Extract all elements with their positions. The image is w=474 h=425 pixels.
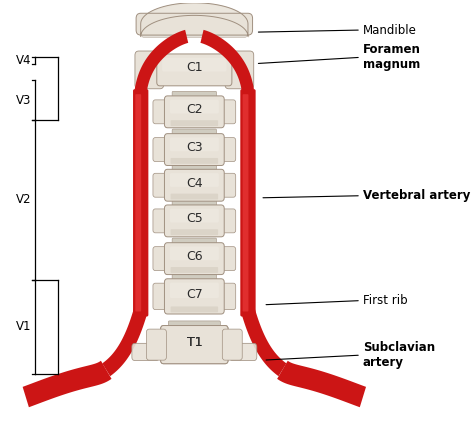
- FancyBboxPatch shape: [219, 138, 236, 162]
- FancyBboxPatch shape: [172, 274, 217, 283]
- FancyBboxPatch shape: [164, 133, 224, 165]
- FancyBboxPatch shape: [146, 329, 166, 360]
- PathPatch shape: [241, 308, 286, 376]
- FancyBboxPatch shape: [171, 158, 218, 164]
- PathPatch shape: [135, 30, 188, 92]
- FancyBboxPatch shape: [153, 100, 170, 124]
- FancyBboxPatch shape: [243, 94, 248, 312]
- Text: Mandible: Mandible: [363, 23, 417, 37]
- FancyBboxPatch shape: [170, 283, 219, 298]
- Text: C1: C1: [186, 61, 203, 74]
- FancyBboxPatch shape: [153, 283, 170, 309]
- Text: Subclavian
artery: Subclavian artery: [363, 341, 435, 369]
- FancyBboxPatch shape: [172, 164, 217, 173]
- FancyBboxPatch shape: [135, 51, 164, 89]
- Text: V4: V4: [16, 54, 32, 67]
- FancyBboxPatch shape: [171, 229, 218, 235]
- Text: T1: T1: [187, 336, 202, 349]
- FancyBboxPatch shape: [240, 89, 255, 317]
- FancyBboxPatch shape: [164, 205, 224, 237]
- FancyBboxPatch shape: [172, 91, 217, 100]
- FancyBboxPatch shape: [164, 169, 224, 201]
- FancyBboxPatch shape: [229, 343, 257, 360]
- FancyBboxPatch shape: [223, 330, 239, 359]
- FancyBboxPatch shape: [172, 200, 217, 209]
- FancyBboxPatch shape: [164, 279, 224, 314]
- Text: V1: V1: [16, 320, 32, 333]
- FancyBboxPatch shape: [132, 343, 159, 360]
- FancyBboxPatch shape: [162, 58, 227, 71]
- FancyBboxPatch shape: [170, 209, 219, 223]
- FancyBboxPatch shape: [170, 173, 219, 187]
- Text: C2: C2: [186, 103, 203, 116]
- FancyBboxPatch shape: [167, 356, 222, 362]
- FancyBboxPatch shape: [164, 243, 224, 275]
- PathPatch shape: [102, 308, 147, 376]
- FancyBboxPatch shape: [171, 306, 218, 312]
- FancyBboxPatch shape: [171, 194, 218, 199]
- FancyBboxPatch shape: [222, 329, 242, 360]
- Text: Foramen
magnum: Foramen magnum: [363, 43, 421, 71]
- Text: V3: V3: [16, 94, 32, 107]
- FancyBboxPatch shape: [219, 283, 236, 309]
- FancyBboxPatch shape: [166, 329, 223, 346]
- Text: First rib: First rib: [363, 294, 408, 307]
- FancyBboxPatch shape: [136, 94, 141, 312]
- Text: C6: C6: [186, 250, 203, 263]
- FancyBboxPatch shape: [133, 89, 148, 317]
- FancyBboxPatch shape: [149, 330, 166, 359]
- FancyBboxPatch shape: [219, 246, 236, 271]
- PathPatch shape: [23, 361, 111, 407]
- Text: C5: C5: [186, 212, 203, 225]
- FancyBboxPatch shape: [170, 246, 219, 261]
- FancyBboxPatch shape: [168, 321, 220, 329]
- FancyBboxPatch shape: [164, 96, 224, 128]
- FancyBboxPatch shape: [172, 129, 217, 137]
- FancyBboxPatch shape: [141, 23, 247, 37]
- FancyBboxPatch shape: [153, 138, 170, 162]
- FancyBboxPatch shape: [219, 100, 236, 124]
- Text: C7: C7: [186, 288, 203, 301]
- FancyBboxPatch shape: [170, 137, 219, 151]
- Text: V2: V2: [16, 193, 32, 207]
- FancyBboxPatch shape: [157, 54, 232, 86]
- FancyBboxPatch shape: [171, 120, 218, 126]
- PathPatch shape: [201, 30, 254, 92]
- FancyBboxPatch shape: [161, 326, 228, 364]
- FancyBboxPatch shape: [153, 209, 170, 233]
- PathPatch shape: [277, 361, 366, 407]
- FancyBboxPatch shape: [172, 238, 217, 246]
- Text: C4: C4: [186, 177, 203, 190]
- FancyBboxPatch shape: [171, 267, 218, 273]
- Text: C3: C3: [186, 141, 203, 154]
- FancyBboxPatch shape: [161, 326, 228, 364]
- FancyBboxPatch shape: [225, 51, 254, 89]
- FancyBboxPatch shape: [219, 209, 236, 233]
- Text: Vertebral artery: Vertebral artery: [363, 189, 470, 202]
- FancyBboxPatch shape: [153, 246, 170, 271]
- FancyBboxPatch shape: [136, 13, 253, 35]
- FancyBboxPatch shape: [219, 173, 236, 197]
- FancyBboxPatch shape: [170, 100, 219, 113]
- Text: T1: T1: [187, 336, 202, 349]
- FancyBboxPatch shape: [153, 173, 170, 197]
